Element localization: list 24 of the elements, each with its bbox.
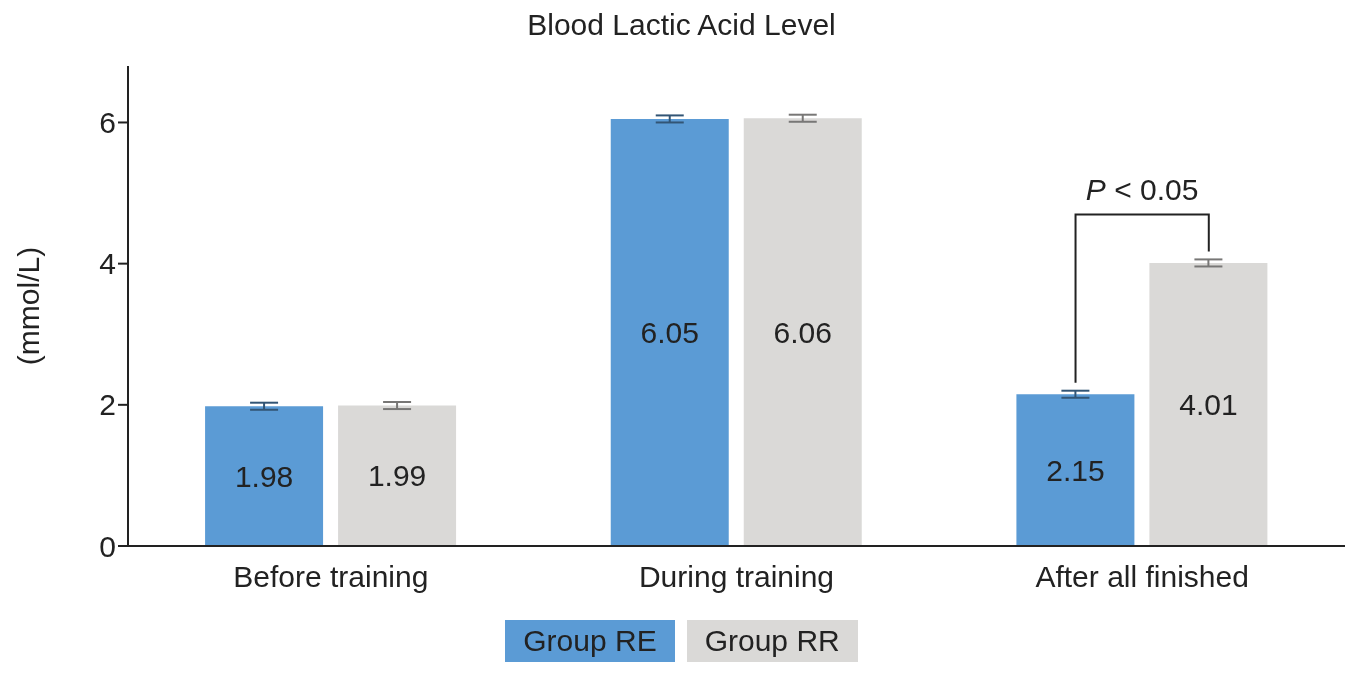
text: Group RR xyxy=(686,620,858,662)
data-label: 6.05 xyxy=(640,316,699,350)
y-tick-label: 0 xyxy=(99,529,116,563)
y-tick-label: 2 xyxy=(99,388,116,422)
bar xyxy=(743,118,862,546)
data-label: 1.99 xyxy=(367,459,427,493)
bar xyxy=(610,118,729,546)
bar xyxy=(1149,262,1268,546)
x-tick-label: Before training xyxy=(233,560,429,594)
bar xyxy=(338,405,457,546)
data-label: 6.06 xyxy=(773,315,832,349)
data-label: 1.98 xyxy=(234,459,294,493)
y-tick-label: 4 xyxy=(99,247,116,281)
x-tick-label: After all finished xyxy=(1035,560,1249,594)
bar xyxy=(205,406,324,546)
bar xyxy=(1016,394,1135,546)
text: Group RE xyxy=(505,620,675,662)
x-tick-label: During training xyxy=(638,560,835,594)
data-label: 2.15 xyxy=(1046,453,1105,487)
y-tick-label: 6 xyxy=(99,106,116,140)
chart-title: Blood Lactic Acid Level xyxy=(526,8,837,43)
data-label: 4.01 xyxy=(1179,388,1238,422)
y-axis-title: (mmol/L) xyxy=(11,246,45,366)
annotation: P < 0.05 xyxy=(1085,173,1199,207)
